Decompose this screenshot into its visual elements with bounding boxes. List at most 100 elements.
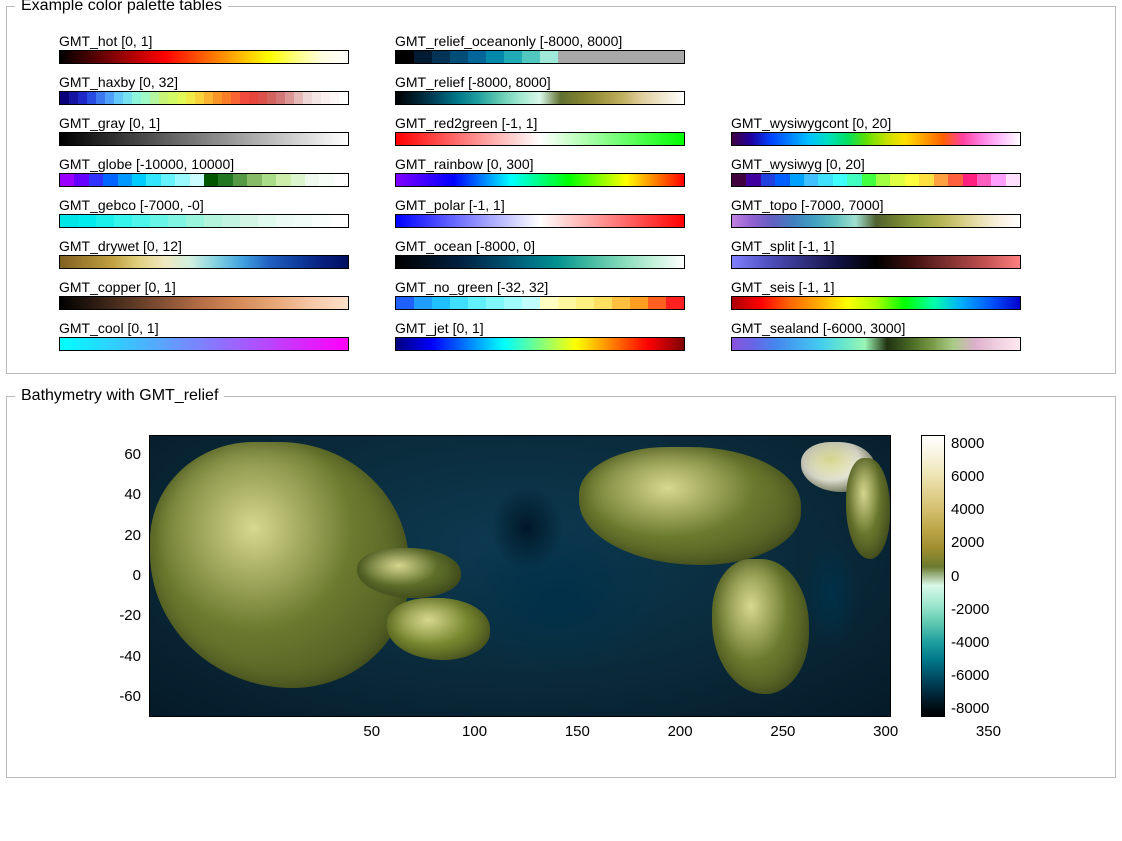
palette-bar bbox=[59, 132, 349, 146]
palette-label: GMT_relief_oceanonly [-8000, 8000] bbox=[395, 33, 685, 49]
xtick-label: 100 bbox=[462, 723, 487, 740]
palette-GMT_sealand: GMT_sealand [-6000, 3000] bbox=[731, 320, 1021, 351]
palette-label: GMT_relief [-8000, 8000] bbox=[395, 74, 685, 90]
palette-bar bbox=[59, 296, 349, 310]
palette-GMT_no_green: GMT_no_green [-32, 32] bbox=[395, 279, 685, 310]
palette-bar bbox=[395, 255, 685, 269]
landmass-south-america bbox=[712, 559, 808, 693]
palette-label: GMT_ocean [-8000, 0] bbox=[395, 238, 685, 254]
bathymetry-panel: Bathymetry with GMT_relief 6040200-20-40… bbox=[6, 396, 1116, 778]
palette-GMT_ocean: GMT_ocean [-8000, 0] bbox=[395, 238, 685, 269]
ytick-label: -20 bbox=[89, 610, 141, 622]
palette-GMT_hot: GMT_hot [0, 1] bbox=[59, 33, 349, 64]
palette-bar bbox=[59, 337, 349, 351]
palette-label: GMT_seis [-1, 1] bbox=[731, 279, 1021, 295]
palette-GMT_copper: GMT_copper [0, 1] bbox=[59, 279, 349, 310]
palette-label: GMT_globe [-10000, 10000] bbox=[59, 156, 349, 172]
palette-GMT_red2green: GMT_red2green [-1, 1] bbox=[395, 115, 685, 146]
colorbar-column: 8000 6000 4000 2000 0 -2000 -4000 -6000 -8000 bbox=[921, 435, 989, 717]
palette-panel-title: Example color palette tables bbox=[15, 0, 228, 15]
palette-GMT_rainbow: GMT_rainbow [0, 300] bbox=[395, 156, 685, 187]
palette-label: GMT_gebco [-7000, -0] bbox=[59, 197, 349, 213]
palette-bar bbox=[395, 337, 685, 351]
cbar-tick-label: -8000 bbox=[951, 700, 989, 717]
ocean-deep bbox=[801, 537, 860, 649]
palette-label: GMT_polar [-1, 1] bbox=[395, 197, 685, 213]
palette-bar bbox=[731, 296, 1021, 310]
palette-GMT_topo: GMT_topo [-7000, 7000] bbox=[731, 197, 1021, 228]
xtick-label: 200 bbox=[668, 723, 693, 740]
xtick-label: 150 bbox=[565, 723, 590, 740]
colorbar bbox=[921, 435, 945, 717]
palette-label: GMT_no_green [-32, 32] bbox=[395, 279, 685, 295]
ytick-label: -60 bbox=[89, 691, 141, 703]
palette-GMT_drywet: GMT_drywet [0, 12] bbox=[59, 238, 349, 269]
bathymetry-wrap: 6040200-20-40-60 80006000400020000-2000-… bbox=[29, 415, 1093, 755]
cbar-tick-label: -6000 bbox=[951, 667, 989, 684]
bathy-y-ticks: 6040200-20-40-60 bbox=[89, 435, 141, 717]
ytick-label: 20 bbox=[89, 530, 141, 542]
palette-bar bbox=[395, 214, 685, 228]
palette-GMT_wysiwyg: GMT_wysiwyg [0, 20] bbox=[731, 156, 1021, 187]
palette-bar bbox=[395, 50, 685, 64]
cbar-tick-label: -2000 bbox=[951, 601, 989, 618]
ytick-label: -40 bbox=[89, 651, 141, 663]
palette-label: GMT_topo [-7000, 7000] bbox=[731, 197, 1021, 213]
cbar-tick-label: 4000 bbox=[951, 501, 989, 518]
bathymetry-panel-title: Bathymetry with GMT_relief bbox=[15, 387, 224, 405]
palette-bar bbox=[59, 50, 349, 64]
palette-bar bbox=[395, 91, 685, 105]
bathy-x-ticks: 50100150200250300350 bbox=[149, 717, 891, 745]
palette-label: GMT_cool [0, 1] bbox=[59, 320, 349, 336]
palette-bar bbox=[731, 214, 1021, 228]
xtick-label: 50 bbox=[363, 723, 380, 740]
cbar-tick-label: 0 bbox=[951, 568, 989, 585]
palette-grid: GMT_hot [0, 1] GMT_relief_oceanonly [-800… bbox=[29, 25, 1093, 351]
cbar-tick-label: -4000 bbox=[951, 634, 989, 651]
xtick-label: 300 bbox=[873, 723, 898, 740]
palette-empty bbox=[731, 33, 1021, 64]
cbar-tick-label: 2000 bbox=[951, 534, 989, 551]
palette-label: GMT_sealand [-6000, 3000] bbox=[731, 320, 1021, 336]
palette-bar bbox=[59, 91, 349, 105]
palette-bar bbox=[731, 337, 1021, 351]
palette-bar bbox=[731, 132, 1021, 146]
palette-GMT_jet: GMT_jet [0, 1] bbox=[395, 320, 685, 351]
xtick-label: 250 bbox=[770, 723, 795, 740]
palette-GMT_wysiwygcont: GMT_wysiwygcont [0, 20] bbox=[731, 115, 1021, 146]
palette-bar bbox=[395, 132, 685, 146]
palette-GMT_cool: GMT_cool [0, 1] bbox=[59, 320, 349, 351]
palette-label: GMT_rainbow [0, 300] bbox=[395, 156, 685, 172]
palette-GMT_relief_oceanonly: GMT_relief_oceanonly [-8000, 8000] bbox=[395, 33, 685, 64]
palette-GMT_seis: GMT_seis [-1, 1] bbox=[731, 279, 1021, 310]
palette-bar bbox=[731, 255, 1021, 269]
palette-GMT_polar: GMT_polar [-1, 1] bbox=[395, 197, 685, 228]
palette-label: GMT_red2green [-1, 1] bbox=[395, 115, 685, 131]
palette-bar bbox=[59, 255, 349, 269]
palette-bar bbox=[59, 173, 349, 187]
palette-label: GMT_hot [0, 1] bbox=[59, 33, 349, 49]
palette-GMT_split: GMT_split [-1, 1] bbox=[731, 238, 1021, 269]
palette-label: GMT_haxby [0, 32] bbox=[59, 74, 349, 90]
palette-empty bbox=[731, 74, 1021, 105]
bathy-map bbox=[149, 435, 891, 717]
ytick-label: 40 bbox=[89, 489, 141, 501]
colorbar-ticks: 8000 6000 4000 2000 0 -2000 -4000 -6000 -8000 bbox=[951, 435, 989, 717]
landmass-europe-edge bbox=[846, 458, 890, 559]
palette-label: GMT_wysiwygcont [0, 20] bbox=[731, 115, 1021, 131]
palette-GMT_gebco: GMT_gebco [-7000, -0] bbox=[59, 197, 349, 228]
palette-bar bbox=[395, 173, 685, 187]
palette-label: GMT_copper [0, 1] bbox=[59, 279, 349, 295]
palette-bar bbox=[731, 173, 1021, 187]
palette-label: GMT_drywet [0, 12] bbox=[59, 238, 349, 254]
palette-panel: Example color palette tables GMT_hot [0,… bbox=[6, 6, 1116, 374]
palette-bar bbox=[395, 296, 685, 310]
palette-label: GMT_jet [0, 1] bbox=[395, 320, 685, 336]
palette-GMT_haxby: GMT_haxby [0, 32] bbox=[59, 74, 349, 105]
cbar-tick-label: 8000 bbox=[951, 435, 989, 452]
palette-GMT_gray: GMT_gray [0, 1] bbox=[59, 115, 349, 146]
cbar-tick-label: 6000 bbox=[951, 468, 989, 485]
palette-GMT_globe: GMT_globe [-10000, 10000] bbox=[59, 156, 349, 187]
ytick-label: 0 bbox=[89, 570, 141, 582]
palette-label: GMT_split [-1, 1] bbox=[731, 238, 1021, 254]
